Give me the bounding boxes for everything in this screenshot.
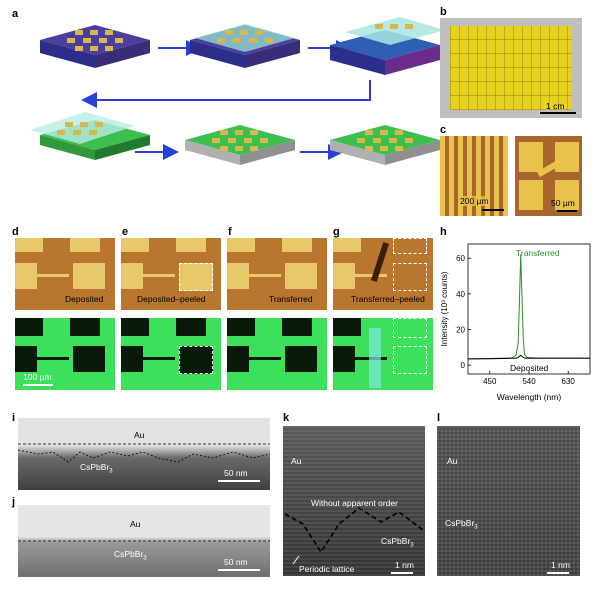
plot-frame <box>467 243 591 375</box>
au-label: Au <box>134 430 145 440</box>
panel-f-optical: Transferred <box>227 238 327 310</box>
panel-letter-g: g <box>333 226 340 238</box>
x-axis-label: Wavelength (nm) <box>497 392 562 402</box>
condition-label: Transferred–peeled <box>351 294 425 304</box>
panel-b-photo: 1 cm <box>440 18 582 118</box>
device-transferred <box>185 125 295 165</box>
y-tick-label: 0 <box>461 361 466 370</box>
panel-letter-a: a <box>12 8 19 20</box>
panel-c-right-micrograph: 50 µm <box>515 136 582 216</box>
panel-e-optical: Deposited–peeled <box>121 238 221 310</box>
scale-bar <box>218 480 260 482</box>
panel-d-pl-image: 100 µm <box>15 318 115 390</box>
series-line-transferred <box>467 254 590 360</box>
scale-bar <box>557 210 577 212</box>
panel-f-pl-image <box>227 318 327 390</box>
au-label: Au <box>447 456 458 466</box>
au-label: Au <box>291 456 302 466</box>
panel-e-pl-image <box>121 318 221 390</box>
device-lift-off <box>330 17 445 75</box>
scale-bar <box>482 209 504 211</box>
panel-letter-c: c <box>440 124 447 136</box>
cspbbr3-label: CsPbBr3 <box>445 518 478 531</box>
disorder-label: Without apparent order <box>311 498 398 508</box>
scale-bar <box>540 112 576 114</box>
au-label: Au <box>130 519 141 529</box>
y-tick-label: 20 <box>456 325 465 334</box>
panel-g-optical: Transferred–peeled <box>333 238 433 310</box>
device-with-film <box>190 24 300 68</box>
panel-l-hrtem: Au CsPbBr3 1 nm <box>437 426 580 576</box>
panel-letter-h: h <box>440 226 447 238</box>
cspbbr3-label: CsPbBr3 <box>80 462 113 475</box>
scale-bar <box>218 569 260 571</box>
series-label-deposited: Deposited <box>510 363 549 373</box>
x-tick-label: 540 <box>522 377 536 386</box>
panel-letter-f: f <box>228 226 232 238</box>
y-tick-label: 40 <box>456 290 465 299</box>
series-label-transferred: Transferred <box>516 248 560 258</box>
panel-c-left-micrograph: 200 µm <box>440 136 508 216</box>
scale-label: 50 nm <box>224 557 248 567</box>
scale-bar <box>547 572 569 574</box>
panel-j-tem: Au CsPbBr3 50 nm <box>18 505 270 577</box>
scale-label: 100 µm <box>23 372 52 382</box>
lattice-label: Periodic lattice <box>299 564 355 574</box>
panel-letter-k: k <box>283 412 290 424</box>
device-transfer <box>30 112 150 160</box>
cspbbr3-label: CsPbBr3 <box>381 536 414 549</box>
x-tick-label: 630 <box>562 377 576 386</box>
x-tick-label: 450 <box>483 377 497 386</box>
panel-letter-e: e <box>122 226 129 238</box>
scale-label: 50 µm <box>551 198 575 208</box>
scale-label: 1 nm <box>395 560 414 570</box>
panel-letter-l: l <box>437 412 441 424</box>
scale-label: 50 nm <box>224 468 248 478</box>
panel-letter-b: b <box>440 6 447 18</box>
scale-label: 200 µm <box>460 196 489 206</box>
panel-k-hrtem: Au Without apparent order CsPbBr3 Period… <box>283 426 425 576</box>
condition-label: Deposited <box>65 294 104 304</box>
panel-letter-i: i <box>12 412 16 424</box>
scale-bar <box>23 384 53 386</box>
series-line-deposited <box>467 354 590 360</box>
y-axis-label: Intensity (10³ counts) <box>440 271 449 346</box>
panel-letter-d: d <box>12 226 19 238</box>
device-substrate-with-pads <box>40 25 150 68</box>
y-tick-label: 60 <box>456 254 465 263</box>
condition-label: Deposited–peeled <box>137 294 206 304</box>
panel-g-pl-image <box>333 318 433 390</box>
condition-label: Transferred <box>269 294 313 304</box>
cspbbr3-label: CsPbBr3 <box>114 549 147 562</box>
scale-label: 1 nm <box>551 560 570 570</box>
panel-letter-j: j <box>12 496 16 508</box>
panel-d-optical: Deposited <box>15 238 115 310</box>
panel-i-tem: Au CsPbBr3 50 nm <box>18 418 270 490</box>
scale-label: 1 cm <box>546 101 565 111</box>
device-array-chip <box>450 26 572 110</box>
device-final <box>330 125 440 165</box>
scale-bar <box>391 572 413 574</box>
